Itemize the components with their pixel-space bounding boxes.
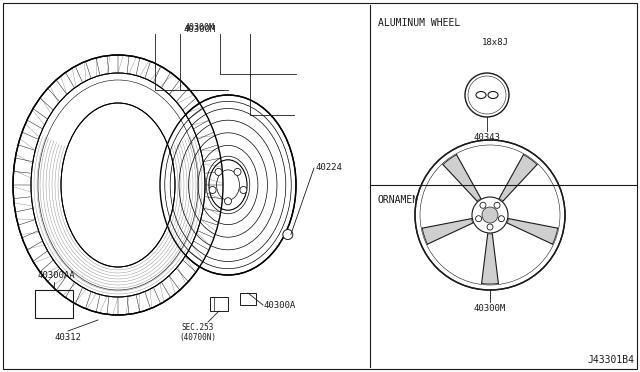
Polygon shape — [443, 155, 481, 201]
Circle shape — [487, 224, 493, 230]
Text: 40300M: 40300M — [474, 304, 506, 313]
Circle shape — [234, 169, 241, 176]
Text: 40300M: 40300M — [184, 26, 216, 35]
Text: 40312: 40312 — [54, 333, 81, 342]
Text: 40343: 40343 — [474, 133, 500, 142]
Polygon shape — [499, 155, 537, 201]
Circle shape — [225, 198, 232, 205]
Ellipse shape — [61, 103, 175, 267]
Text: 40300AA: 40300AA — [37, 271, 75, 280]
Text: 40300A: 40300A — [263, 301, 295, 310]
Circle shape — [209, 186, 216, 193]
Circle shape — [480, 202, 486, 208]
Ellipse shape — [13, 55, 223, 315]
Circle shape — [476, 216, 481, 222]
Text: SEC.253
(40700N): SEC.253 (40700N) — [179, 323, 216, 342]
Text: 40300M: 40300M — [185, 23, 215, 32]
Circle shape — [415, 140, 565, 290]
Bar — [210, 297, 228, 311]
Circle shape — [472, 197, 508, 233]
Circle shape — [499, 216, 504, 222]
Circle shape — [465, 73, 509, 117]
Bar — [240, 293, 256, 305]
Text: 40224: 40224 — [315, 164, 342, 173]
Text: J43301B4: J43301B4 — [587, 355, 634, 365]
Bar — [35, 290, 73, 318]
Circle shape — [494, 202, 500, 208]
Text: ORNAMENT: ORNAMENT — [378, 195, 425, 205]
Circle shape — [283, 230, 293, 240]
Ellipse shape — [160, 95, 296, 275]
Circle shape — [215, 169, 222, 176]
Text: ALUMINUM WHEEL: ALUMINUM WHEEL — [378, 18, 460, 28]
Polygon shape — [481, 234, 499, 284]
Polygon shape — [422, 219, 473, 244]
Circle shape — [482, 207, 498, 223]
Circle shape — [240, 186, 247, 193]
Text: 18x8J: 18x8J — [481, 38, 508, 47]
Ellipse shape — [31, 73, 205, 297]
Polygon shape — [508, 219, 557, 244]
